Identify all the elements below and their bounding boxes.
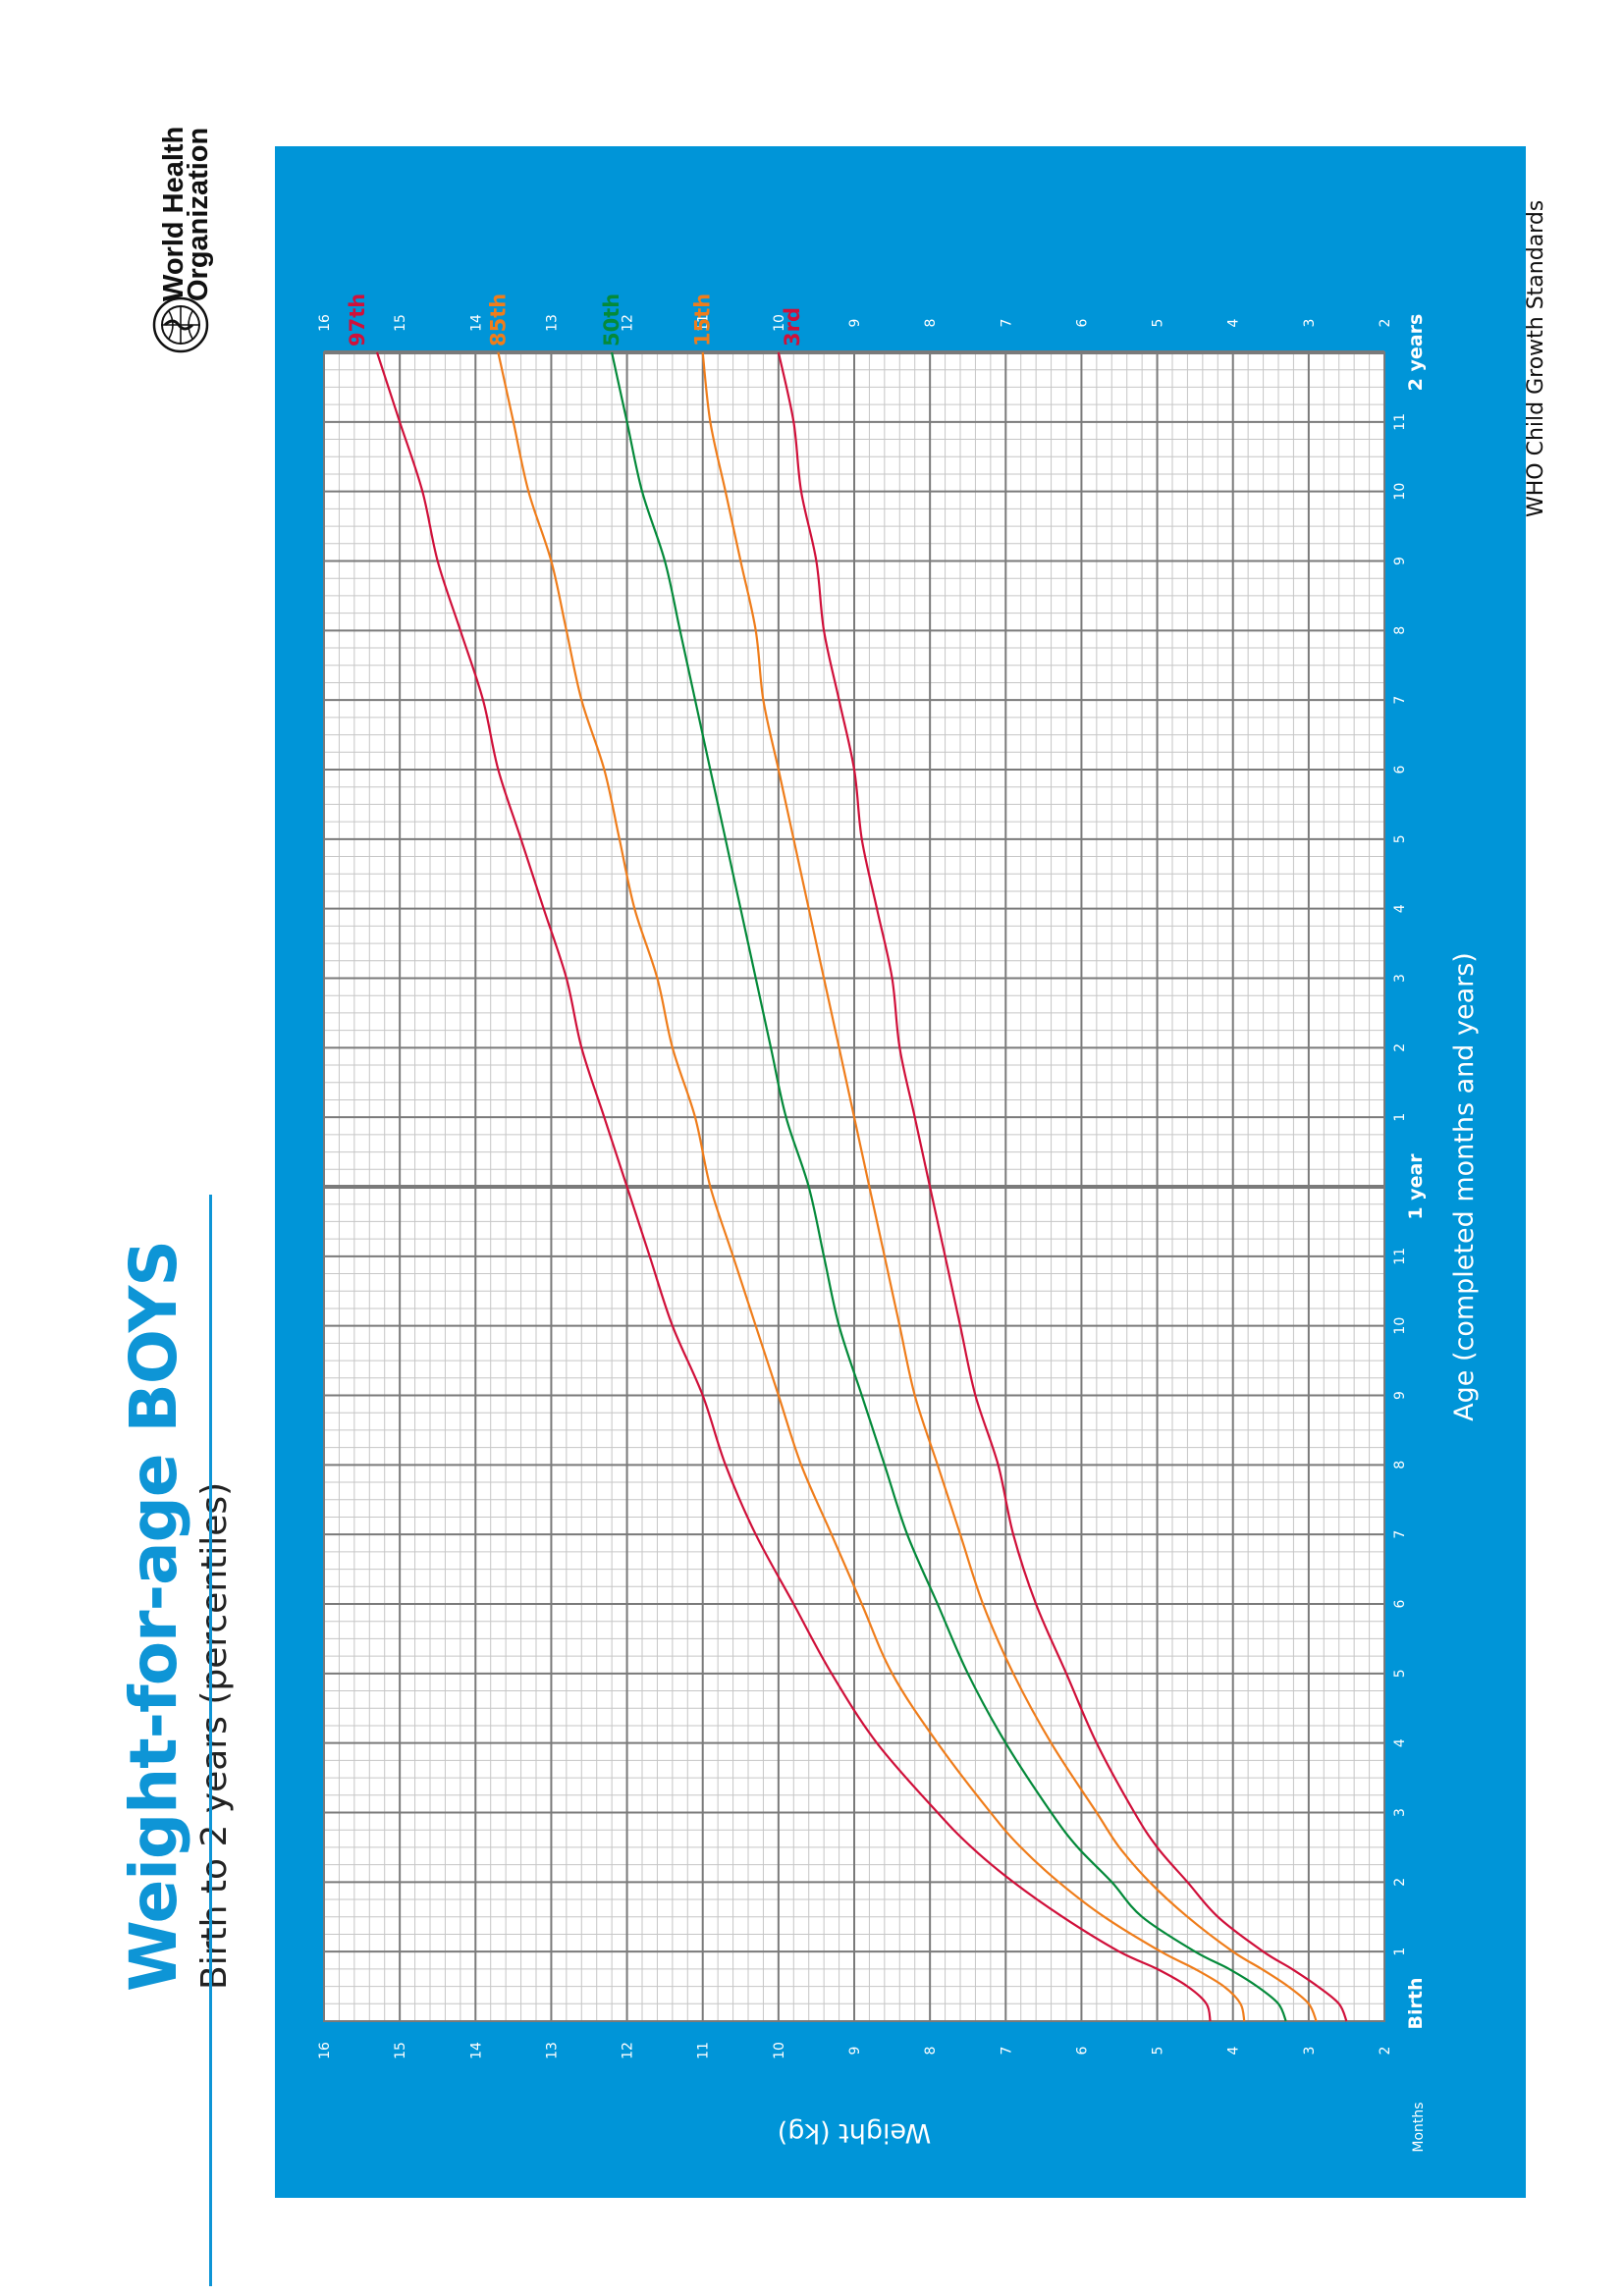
x-tick: Birth bbox=[1405, 1978, 1427, 2030]
curve-50th bbox=[611, 351, 1287, 2022]
x-tick: 9 bbox=[1392, 557, 1408, 565]
x-tick: 2 bbox=[1392, 1878, 1408, 1887]
x-tick: 6 bbox=[1392, 1599, 1408, 1608]
footer-text: WHO Child Growth Standards bbox=[1524, 199, 1548, 517]
x-tick: 1 bbox=[1392, 1113, 1408, 1122]
x-tick: 9 bbox=[1392, 1391, 1408, 1400]
curve-85th bbox=[497, 351, 1246, 2022]
x-tick: 7 bbox=[1392, 1530, 1408, 1539]
y-tick-left: 7 bbox=[999, 2047, 1014, 2056]
y-tick-left: 4 bbox=[1226, 2046, 1242, 2055]
x-tick: 5 bbox=[1392, 1669, 1408, 1678]
y-tick-left: 14 bbox=[468, 2042, 484, 2059]
x-tick: 5 bbox=[1392, 834, 1408, 843]
y-tick-right: 9 bbox=[847, 319, 863, 328]
who-emblem-icon bbox=[152, 296, 209, 353]
x-tick: 2 years bbox=[1405, 314, 1427, 392]
curve-15th bbox=[701, 351, 1318, 2022]
x-tick: 4 bbox=[1392, 904, 1408, 913]
x-tick: 11 bbox=[1392, 1248, 1408, 1265]
y-tick-right: 12 bbox=[621, 314, 636, 332]
y-tick-right: 4 bbox=[1226, 318, 1242, 327]
y-tick-left: 8 bbox=[923, 2047, 939, 2056]
y-tick-left: 16 bbox=[317, 2042, 333, 2059]
x-tick: 8 bbox=[1392, 626, 1408, 635]
y-tick-left: 13 bbox=[544, 2042, 560, 2059]
who-logo-line2: Organization bbox=[183, 127, 214, 301]
x-tick: 6 bbox=[1392, 765, 1408, 774]
y-tick-right: 10 bbox=[772, 314, 787, 332]
y-tick-right: 3 bbox=[1302, 319, 1318, 328]
x-tick: 3 bbox=[1392, 974, 1408, 983]
percentile-labels: 97th 85th 50th 15th 3rd bbox=[346, 294, 804, 347]
curve-3rd bbox=[777, 351, 1348, 2022]
plot-border bbox=[323, 351, 1385, 2022]
y-tick-left: 2 bbox=[1378, 2047, 1393, 2056]
y-tick-left: 10 bbox=[772, 2042, 787, 2059]
who-logo bbox=[151, 197, 269, 354]
x-tick: 7 bbox=[1392, 696, 1408, 705]
y-tick-right: 7 bbox=[999, 319, 1014, 328]
y-tick-right: 15 bbox=[393, 314, 408, 332]
x-tick: 3 bbox=[1392, 1808, 1408, 1817]
y-tick-left: 5 bbox=[1151, 2047, 1166, 2056]
curve-97th bbox=[375, 351, 1212, 2022]
percentile-curves bbox=[375, 351, 1348, 2022]
label-97th: 97th bbox=[346, 294, 369, 347]
y-tick-right: 8 bbox=[923, 319, 939, 328]
x-tick: 8 bbox=[1392, 1461, 1408, 1469]
x-tick: 1 bbox=[1392, 1948, 1408, 1956]
label-3rd: 3rd bbox=[781, 307, 804, 347]
y-tick-right: 5 bbox=[1151, 319, 1166, 328]
y-tick-right: 13 bbox=[544, 314, 560, 332]
x-tick: 11 bbox=[1392, 413, 1408, 431]
x-axis-caption: Months bbox=[1411, 2102, 1427, 2152]
y-tick-right: 2 bbox=[1378, 319, 1393, 328]
who-logo-text: World Health Organization bbox=[158, 127, 214, 301]
y-tick-left: 12 bbox=[621, 2042, 636, 2059]
label-85th: 85th bbox=[486, 294, 510, 347]
y-axis-label: Weight (kg) bbox=[778, 2117, 932, 2148]
axis-ticks: 2233445566778899101011111212131314141515… bbox=[317, 314, 1427, 2059]
label-15th: 15th bbox=[691, 294, 715, 347]
x-tick: 1 year bbox=[1405, 1153, 1427, 1220]
x-tick: 10 bbox=[1392, 483, 1408, 501]
x-tick: 10 bbox=[1392, 1317, 1408, 1335]
y-tick-right: 11 bbox=[696, 314, 712, 332]
x-axis-label: Age (completed months and years) bbox=[1449, 952, 1480, 1421]
label-50th: 50th bbox=[600, 294, 623, 347]
x-tick: 4 bbox=[1392, 1738, 1408, 1747]
x-tick: 2 bbox=[1392, 1043, 1408, 1052]
y-tick-left: 3 bbox=[1302, 2047, 1318, 2056]
y-tick-right: 16 bbox=[317, 314, 333, 332]
y-tick-right: 14 bbox=[468, 314, 484, 332]
y-tick-left: 9 bbox=[847, 2047, 863, 2056]
y-tick-right: 6 bbox=[1074, 318, 1090, 327]
y-tick-left: 15 bbox=[393, 2042, 408, 2059]
y-tick-left: 11 bbox=[696, 2042, 712, 2059]
y-tick-left: 6 bbox=[1074, 2046, 1090, 2055]
